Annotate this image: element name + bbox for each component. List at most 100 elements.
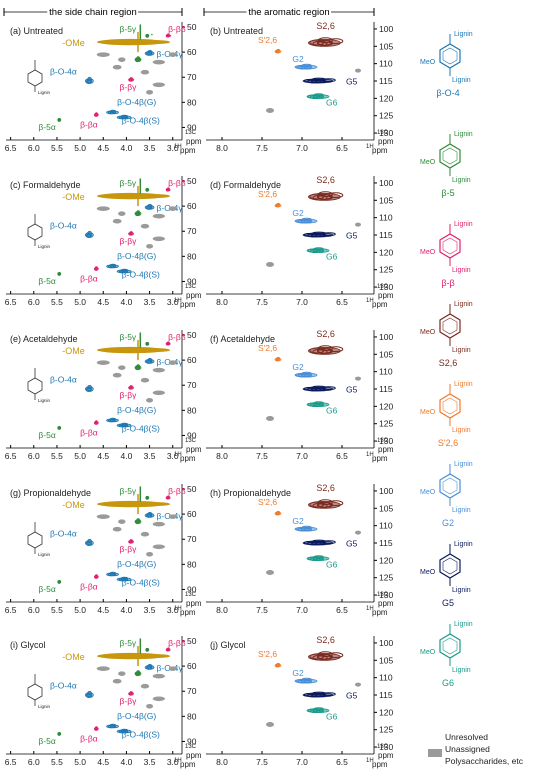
- y-tick-label: 50: [187, 484, 197, 494]
- y-tick-label: 110: [379, 521, 393, 531]
- b5b-peak: [145, 495, 150, 500]
- gray-peak: [96, 666, 110, 671]
- g2-peak: [294, 525, 318, 532]
- x-nucleus: 1H: [366, 298, 374, 304]
- contour-core: [144, 204, 155, 210]
- gray-peak: [118, 671, 126, 676]
- y-tick-label: 120: [379, 401, 393, 411]
- data-point: [86, 81, 88, 84]
- bo4bg-label: β-O-4β(G): [117, 711, 156, 721]
- inset-structure: Lignin: [27, 60, 51, 95]
- gray-peak: [152, 367, 165, 373]
- contour-core: [294, 678, 318, 684]
- y-tick-label: 50: [187, 22, 197, 32]
- g5-peak: [302, 691, 336, 698]
- bo4bg-label: β-O-4β(G): [117, 97, 156, 107]
- b5a-peak: [57, 580, 62, 584]
- struct-lignin: Lignin: [454, 131, 473, 138]
- contour-core: [294, 218, 318, 224]
- x-tick-label: 3.0: [167, 757, 179, 767]
- contour-core: [93, 574, 99, 579]
- x-tick-label: 4.5: [97, 605, 109, 615]
- ome-label: -OMe: [62, 652, 85, 662]
- x-tick-label: 4.0: [121, 297, 133, 307]
- ome-band: [138, 194, 171, 199]
- bbb-peak: [165, 187, 171, 192]
- contour-core: [57, 426, 62, 430]
- inset-lignin: Lignin: [38, 704, 51, 709]
- structure-0: Lignin MeO Lignin β-O-4: [420, 31, 473, 98]
- contour-core: [106, 572, 119, 577]
- y-tick-label: 125: [379, 111, 393, 121]
- y-tick-label: 125: [379, 573, 393, 583]
- y-tick-label: 115: [379, 538, 393, 548]
- contour-core: [128, 539, 134, 544]
- s26-peak: [307, 651, 344, 661]
- x-unit: ppm: [372, 300, 388, 309]
- y-tick-label: 80: [187, 711, 197, 721]
- x-tick-label: 6.5: [336, 451, 348, 461]
- data-point: [305, 66, 307, 68]
- y-nucleus: 13C: [185, 744, 197, 750]
- bo4bg-label: β-O-4β(G): [117, 405, 156, 415]
- contour-core: [165, 342, 171, 346]
- ring-inner: [442, 317, 458, 335]
- bbb-label: β-ββ: [168, 178, 186, 188]
- y-tick-label: 130: [379, 590, 393, 600]
- contour-core: [144, 664, 155, 670]
- y-unit: ppm: [378, 291, 394, 300]
- struct-lignin: Lignin: [452, 177, 471, 184]
- gray-peak: [140, 531, 150, 537]
- contour-core: [274, 203, 282, 208]
- gray-peak: [112, 218, 122, 224]
- y-unit: ppm: [186, 291, 202, 300]
- gray-peak: [266, 722, 274, 727]
- y-tick-label: 115: [379, 690, 393, 700]
- gray-peak: [96, 52, 110, 57]
- bba-peak: [93, 420, 99, 425]
- struct-lignin: Lignin: [454, 221, 473, 228]
- bo4bg-peak: [106, 417, 119, 423]
- x-tick-label: 3.0: [167, 143, 179, 153]
- contour-core: [134, 365, 142, 371]
- y-tick-label: 110: [379, 367, 393, 377]
- gray-peak: [168, 360, 177, 365]
- contour-core: [307, 38, 341, 47]
- g2-label: G2: [292, 54, 304, 64]
- struct-lignin: Lignin: [454, 541, 473, 548]
- g2-label: G2: [292, 668, 304, 678]
- data-point: [151, 33, 153, 36]
- x-tick-label: 3.5: [144, 757, 156, 767]
- structure-name: G5: [442, 598, 454, 608]
- contour-core: [93, 266, 99, 271]
- b5g-peak: [134, 210, 142, 217]
- g6-peak: [306, 707, 330, 714]
- gray-peak: [146, 397, 154, 403]
- bbg-peak: [128, 691, 134, 696]
- contour-core: [106, 418, 119, 423]
- benzene-ring: [27, 683, 43, 701]
- contour-core: [302, 540, 334, 546]
- x-unit: ppm: [372, 454, 388, 463]
- y-nucleus: 13C: [185, 438, 197, 444]
- data-point: [111, 111, 114, 114]
- x-tick-label: 4.5: [97, 451, 109, 461]
- y-tick-label: 100: [379, 332, 393, 342]
- bbg-label: β-βγ: [119, 236, 137, 246]
- bbg-peak: [128, 539, 134, 544]
- x-tick-label: 6.5: [5, 451, 17, 461]
- ome-label: -OMe: [62, 38, 85, 48]
- b5a-label: β-5α: [38, 122, 55, 132]
- y-nucleus: 13C: [377, 130, 389, 136]
- bo4a-peak: [84, 690, 94, 698]
- contour-core: [307, 192, 341, 201]
- b5a-label: β-5α: [38, 584, 55, 594]
- gray-peak: [152, 213, 165, 219]
- s26-label: S2,6: [316, 175, 335, 185]
- legend-line3: Polysaccharides, etc: [445, 756, 524, 766]
- contour-core: [307, 346, 341, 355]
- bo4bs-peak: [116, 728, 132, 734]
- inset-structure: Lignin: [27, 522, 51, 557]
- y-tick-label: 60: [187, 661, 197, 671]
- y-tick-label: 105: [379, 195, 393, 205]
